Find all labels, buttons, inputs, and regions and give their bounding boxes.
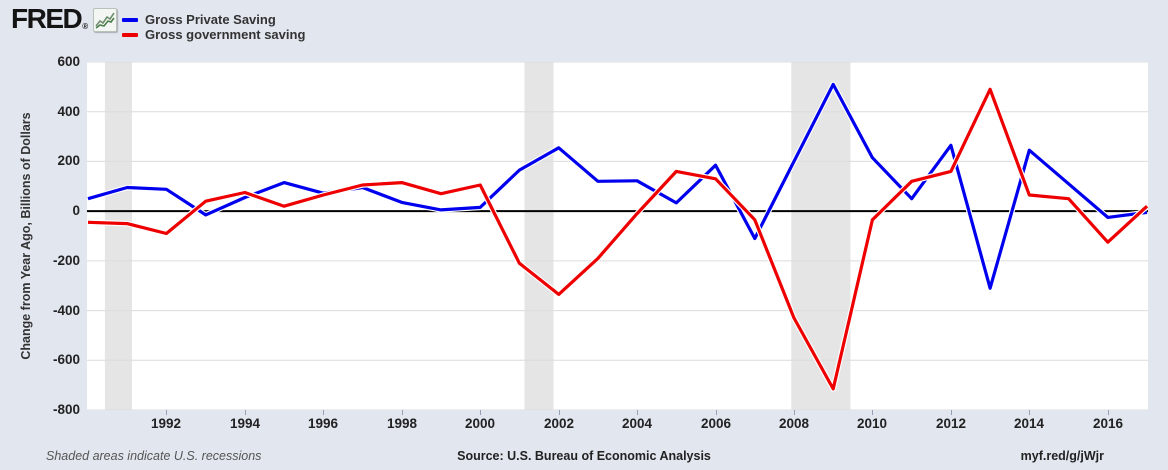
x-tickmark bbox=[716, 410, 717, 415]
legend-label: Gross government saving bbox=[145, 27, 306, 42]
x-tickmark bbox=[166, 410, 167, 415]
x-tick-label: 2016 bbox=[1092, 416, 1124, 431]
x-tickmark bbox=[559, 410, 560, 415]
series-halo bbox=[87, 81, 1148, 291]
x-tickmark bbox=[794, 410, 795, 415]
legend-line-red-icon bbox=[122, 32, 138, 37]
legend: Gross Private Saving Gross government sa… bbox=[122, 12, 305, 42]
chart-plot-area[interactable] bbox=[87, 62, 1148, 410]
legend-item-gross-private-saving: Gross Private Saving bbox=[122, 12, 305, 27]
source-text: Source: U.S. Bureau of Economic Analysis bbox=[457, 449, 711, 463]
line-chart-icon bbox=[93, 8, 118, 32]
x-tick-label: 1998 bbox=[386, 416, 418, 431]
x-tick-label: 2008 bbox=[778, 416, 810, 431]
x-tick-label: 2006 bbox=[700, 416, 732, 431]
x-tickmark bbox=[323, 410, 324, 415]
short-url-link[interactable]: myf.red/g/jWjr bbox=[1020, 449, 1104, 463]
y-tick-label: 0 bbox=[72, 203, 80, 219]
legend-item-gross-government-saving: Gross government saving bbox=[122, 27, 305, 42]
series-halo bbox=[87, 86, 1148, 392]
recession-band bbox=[524, 62, 554, 410]
x-tick-label: 2014 bbox=[1013, 416, 1045, 431]
y-tick-label: -600 bbox=[52, 352, 80, 368]
y-tick-label: -800 bbox=[52, 402, 80, 417]
x-tickmark bbox=[637, 410, 638, 415]
x-tick-label: 2012 bbox=[935, 416, 967, 431]
series-line-gross-private-saving bbox=[87, 82, 1148, 290]
y-tick-label: 600 bbox=[57, 54, 80, 69]
recession-band bbox=[104, 62, 132, 410]
x-tickmark bbox=[872, 410, 873, 415]
y-tick-label: 400 bbox=[57, 103, 80, 119]
x-tickmark bbox=[951, 410, 952, 415]
chart-canvas bbox=[87, 62, 1148, 410]
y-tick-label: -400 bbox=[52, 302, 80, 318]
x-tick-label: 1996 bbox=[307, 416, 339, 431]
registered-mark: ® bbox=[82, 22, 89, 31]
recession-note: Shaded areas indicate U.S. recessions bbox=[46, 449, 262, 463]
fred-logo-text: FRED bbox=[11, 3, 83, 34]
x-tick-label: 1994 bbox=[229, 416, 261, 431]
legend-line-blue-icon bbox=[122, 17, 138, 22]
y-tick-label: -200 bbox=[52, 252, 80, 268]
series-line-gross-government-saving bbox=[87, 87, 1148, 391]
y-tick-label: 200 bbox=[57, 153, 80, 169]
legend-label: Gross Private Saving bbox=[145, 12, 276, 27]
x-tickmark bbox=[1029, 410, 1030, 415]
x-tick-label: 2010 bbox=[856, 416, 888, 431]
x-tickmark bbox=[1108, 410, 1109, 415]
x-tick-label: 2002 bbox=[543, 416, 575, 431]
x-tick-label: 2004 bbox=[621, 416, 653, 431]
x-tickmark bbox=[480, 410, 481, 415]
x-tickmark bbox=[245, 410, 246, 415]
x-tick-label: 1992 bbox=[150, 416, 182, 431]
fred-logo: FRED ® bbox=[11, 3, 118, 34]
x-tick-label: 2000 bbox=[464, 416, 496, 431]
x-tickmark bbox=[402, 410, 403, 415]
